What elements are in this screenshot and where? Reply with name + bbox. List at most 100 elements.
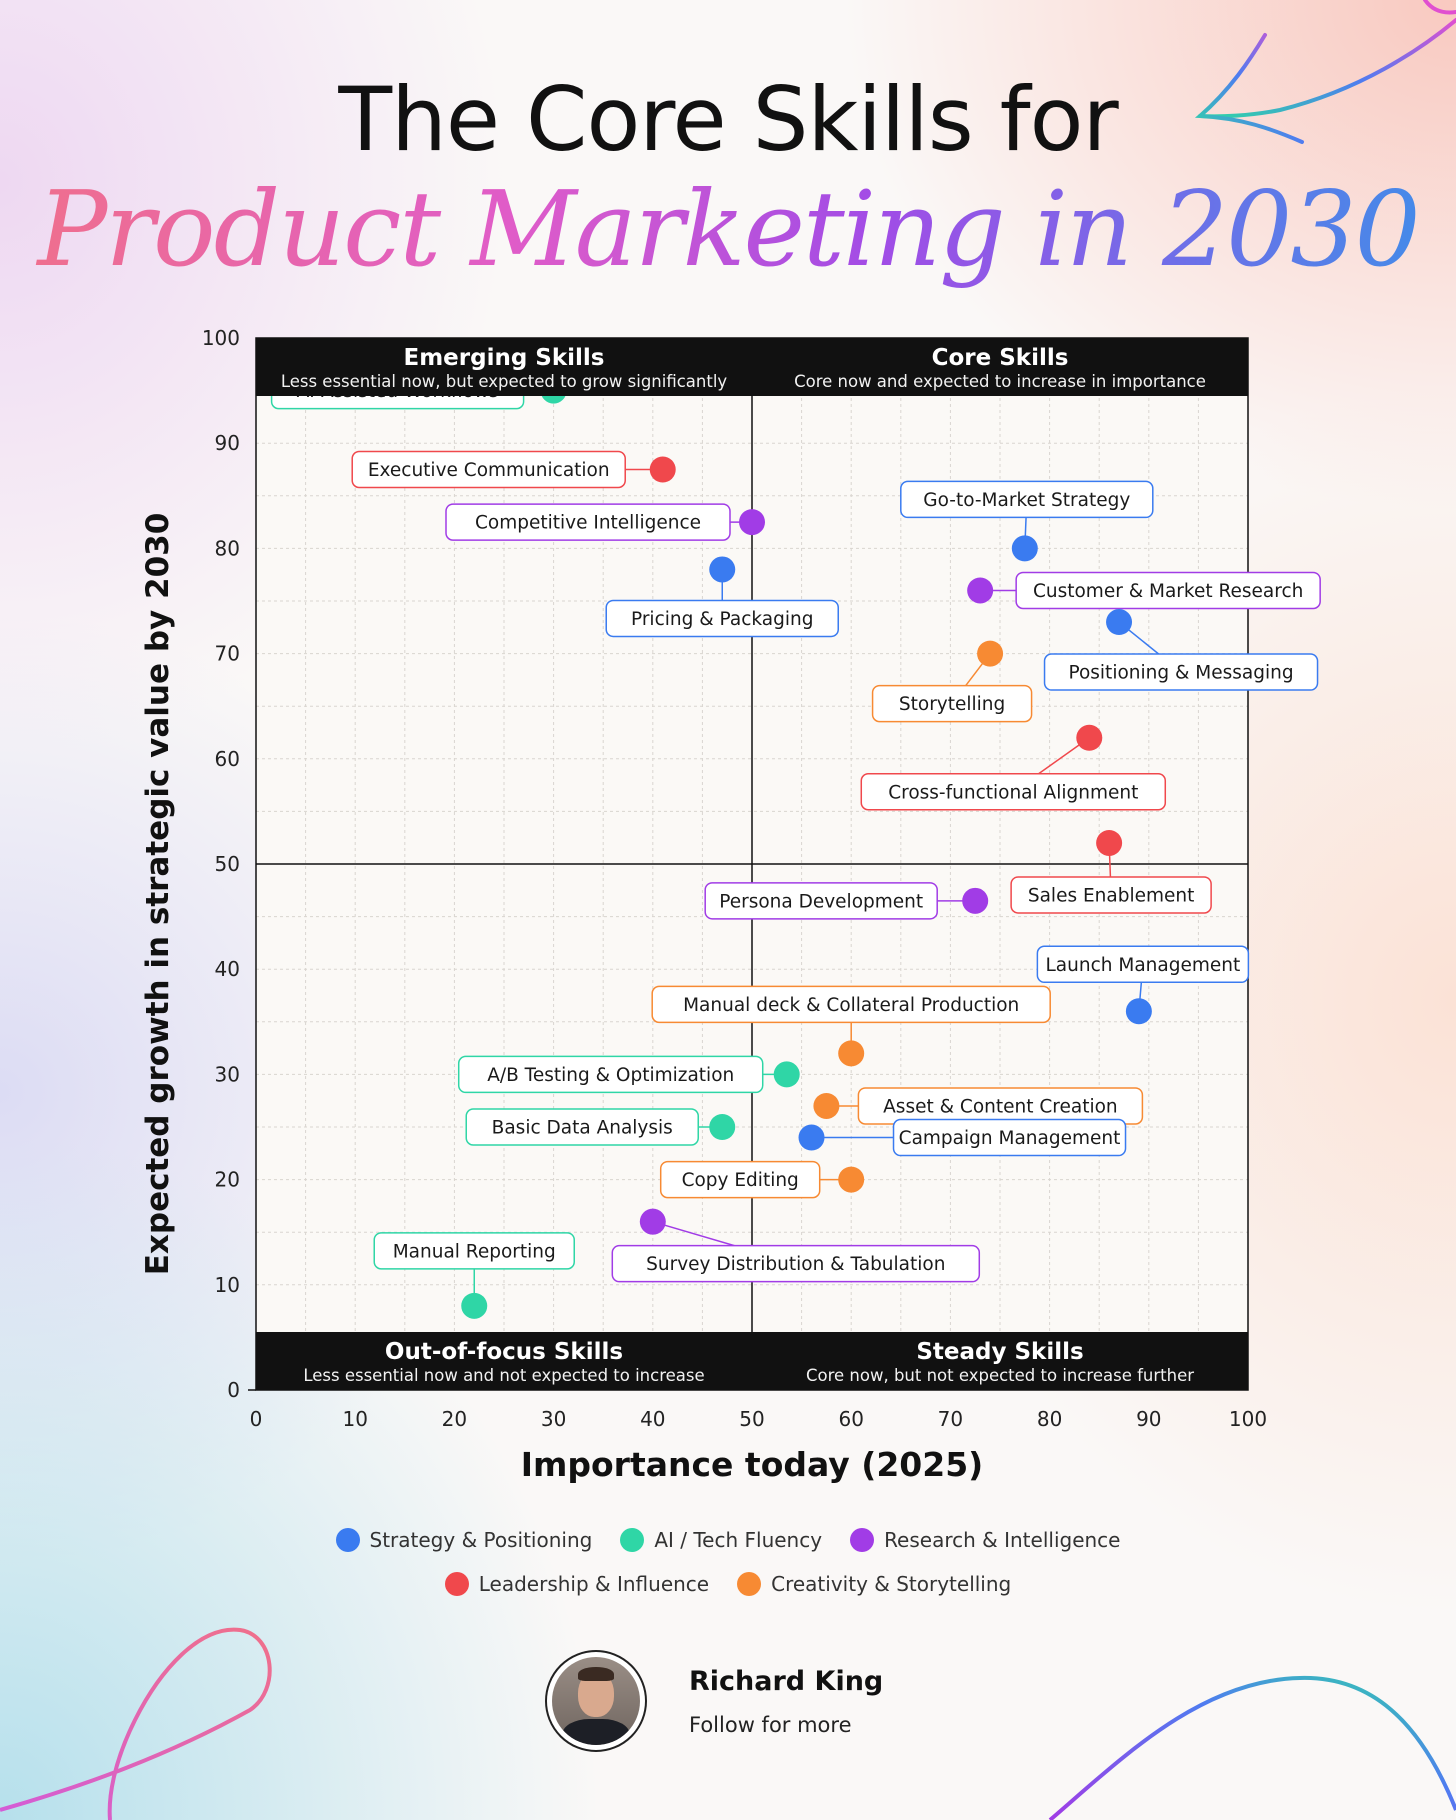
x-axis-label: Importance today (2025) (521, 1445, 984, 1484)
y-tick-label: 60 (215, 747, 240, 771)
quadrant-subtitle: Less essential now and not expected to i… (303, 1366, 704, 1385)
point-label: Sales Enablement (1010, 876, 1212, 914)
data-point[interactable] (977, 640, 1004, 667)
y-tick-label: 40 (215, 957, 240, 981)
data-point[interactable] (461, 1292, 488, 1319)
x-tick-label: 40 (640, 1407, 665, 1431)
x-tick-label: 50 (739, 1407, 764, 1431)
data-point[interactable] (813, 1092, 840, 1119)
data-point[interactable] (1011, 535, 1038, 562)
point-label-box (1043, 653, 1319, 691)
quadrant-subtitle: Less essential now, but expected to grow… (281, 372, 728, 391)
avatar[interactable] (545, 1650, 647, 1752)
data-point[interactable] (1106, 609, 1133, 636)
curve-decoration-icon (1048, 1675, 1456, 1820)
point-label-box (457, 1055, 764, 1094)
point-label: Pricing & Packaging (605, 599, 839, 638)
data-point[interactable] (1076, 724, 1103, 751)
data-point[interactable] (967, 577, 994, 604)
point-label: Persona Development (704, 882, 938, 920)
data-point[interactable] (739, 509, 765, 536)
point-label-text: Campaign Management (899, 1128, 1121, 1149)
y-tick-label: 20 (215, 1168, 240, 1192)
point-label: Copy Editing (659, 1160, 821, 1199)
author-name: Richard King (689, 1665, 884, 1697)
y-tick-label: 90 (215, 431, 240, 455)
point-label: Survey Distribution & Tabulation (611, 1244, 981, 1283)
point-label-box (1015, 571, 1321, 610)
data-point[interactable] (709, 556, 736, 583)
y-tick-label: 30 (215, 1062, 240, 1086)
legend-label: Leadership & Influence (478, 1572, 710, 1596)
point-label: Customer & Market Research (1015, 571, 1321, 610)
point-label-text: Storytelling (899, 694, 1005, 715)
point-label-box (860, 773, 1167, 811)
legend-dot-icon (444, 1572, 469, 1596)
x-tick-label: 0 (250, 1407, 263, 1431)
x-tick-label: 60 (838, 1407, 863, 1431)
author-card: Richard King Follow for more (545, 1650, 883, 1752)
data-point[interactable] (649, 456, 676, 483)
data-point[interactable] (639, 1208, 666, 1235)
quadrant-header-bar (752, 1332, 1248, 1390)
quadrant-title: Steady Skills (916, 1339, 1083, 1365)
point-label: Go-to-Market Strategy (900, 480, 1154, 519)
data-point[interactable] (773, 1061, 800, 1088)
y-tick-label: 80 (215, 536, 240, 560)
x-tick-label: 90 (1136, 1407, 1161, 1431)
quadrant-title: Emerging Skills (403, 345, 604, 371)
point-label-text: Pricing & Packaging (631, 609, 813, 630)
data-point[interactable] (709, 1114, 736, 1140)
point-label-box (605, 599, 839, 638)
legend-dot-icon (737, 1572, 762, 1596)
x-tick-label: 100 (1229, 1407, 1267, 1431)
point-label-text: Executive Communication (368, 460, 610, 481)
legend-label: AI / Tech Fluency (654, 1528, 823, 1552)
point-label-text: Cross-functional Alignment (888, 782, 1138, 803)
point-label: Asset & Content Creation (857, 1087, 1144, 1125)
y-tick-label: 100 (202, 326, 240, 350)
quadrant-subtitle: Core now and expected to increase in imp… (794, 372, 1206, 391)
point-label-text: Basic Data Analysis (492, 1118, 673, 1139)
legend-item[interactable]: Research & Intelligence (850, 1528, 1120, 1552)
point-label-text: Positioning & Messaging (1068, 663, 1293, 684)
point-label-text: Copy Editing (682, 1170, 799, 1191)
data-point[interactable] (1125, 998, 1152, 1025)
point-label-box (659, 1160, 821, 1199)
point-label: Launch Management (1036, 945, 1250, 984)
legend-item[interactable]: Leadership & Influence (444, 1572, 710, 1596)
legend-item[interactable]: Creativity & Storytelling (737, 1572, 1011, 1596)
point-label-box (1036, 945, 1250, 984)
data-point[interactable] (1096, 829, 1123, 856)
loop-decoration-icon (0, 1627, 272, 1820)
point-label-box (892, 1118, 1127, 1157)
x-tick-label: 10 (342, 1407, 367, 1431)
point-label: Positioning & Messaging (1043, 653, 1319, 691)
data-point[interactable] (838, 1040, 865, 1067)
x-tick-label: 30 (541, 1407, 566, 1431)
point-label-text: Launch Management (1046, 955, 1241, 976)
legend-label: Research & Intelligence (884, 1528, 1121, 1552)
data-point[interactable] (798, 1124, 825, 1151)
point-label-text: Manual deck & Collateral Production (683, 995, 1019, 1016)
point-label: Basic Data Analysis (465, 1108, 699, 1146)
title-line-2: Product Marketing in 2030 (0, 168, 1456, 290)
quadrant-header-bar (256, 338, 752, 396)
point-label-box (351, 450, 626, 489)
y-tick-label: 0 (227, 1378, 240, 1402)
point-label-text: Persona Development (719, 891, 923, 912)
legend: Strategy & Positioning AI / Tech Fluency R… (0, 1528, 1456, 1616)
data-point[interactable] (838, 1166, 865, 1193)
point-label-box (611, 1244, 981, 1283)
point-label-text: A/B Testing & Optimization (487, 1065, 734, 1086)
point-label: Competitive Intelligence (445, 503, 731, 541)
point-label-box (900, 480, 1154, 519)
legend-item[interactable]: AI / Tech Fluency (620, 1528, 822, 1552)
legend-item[interactable]: Strategy & Positioning (335, 1528, 592, 1552)
point-label-box (1010, 876, 1212, 914)
data-point[interactable] (962, 887, 989, 914)
